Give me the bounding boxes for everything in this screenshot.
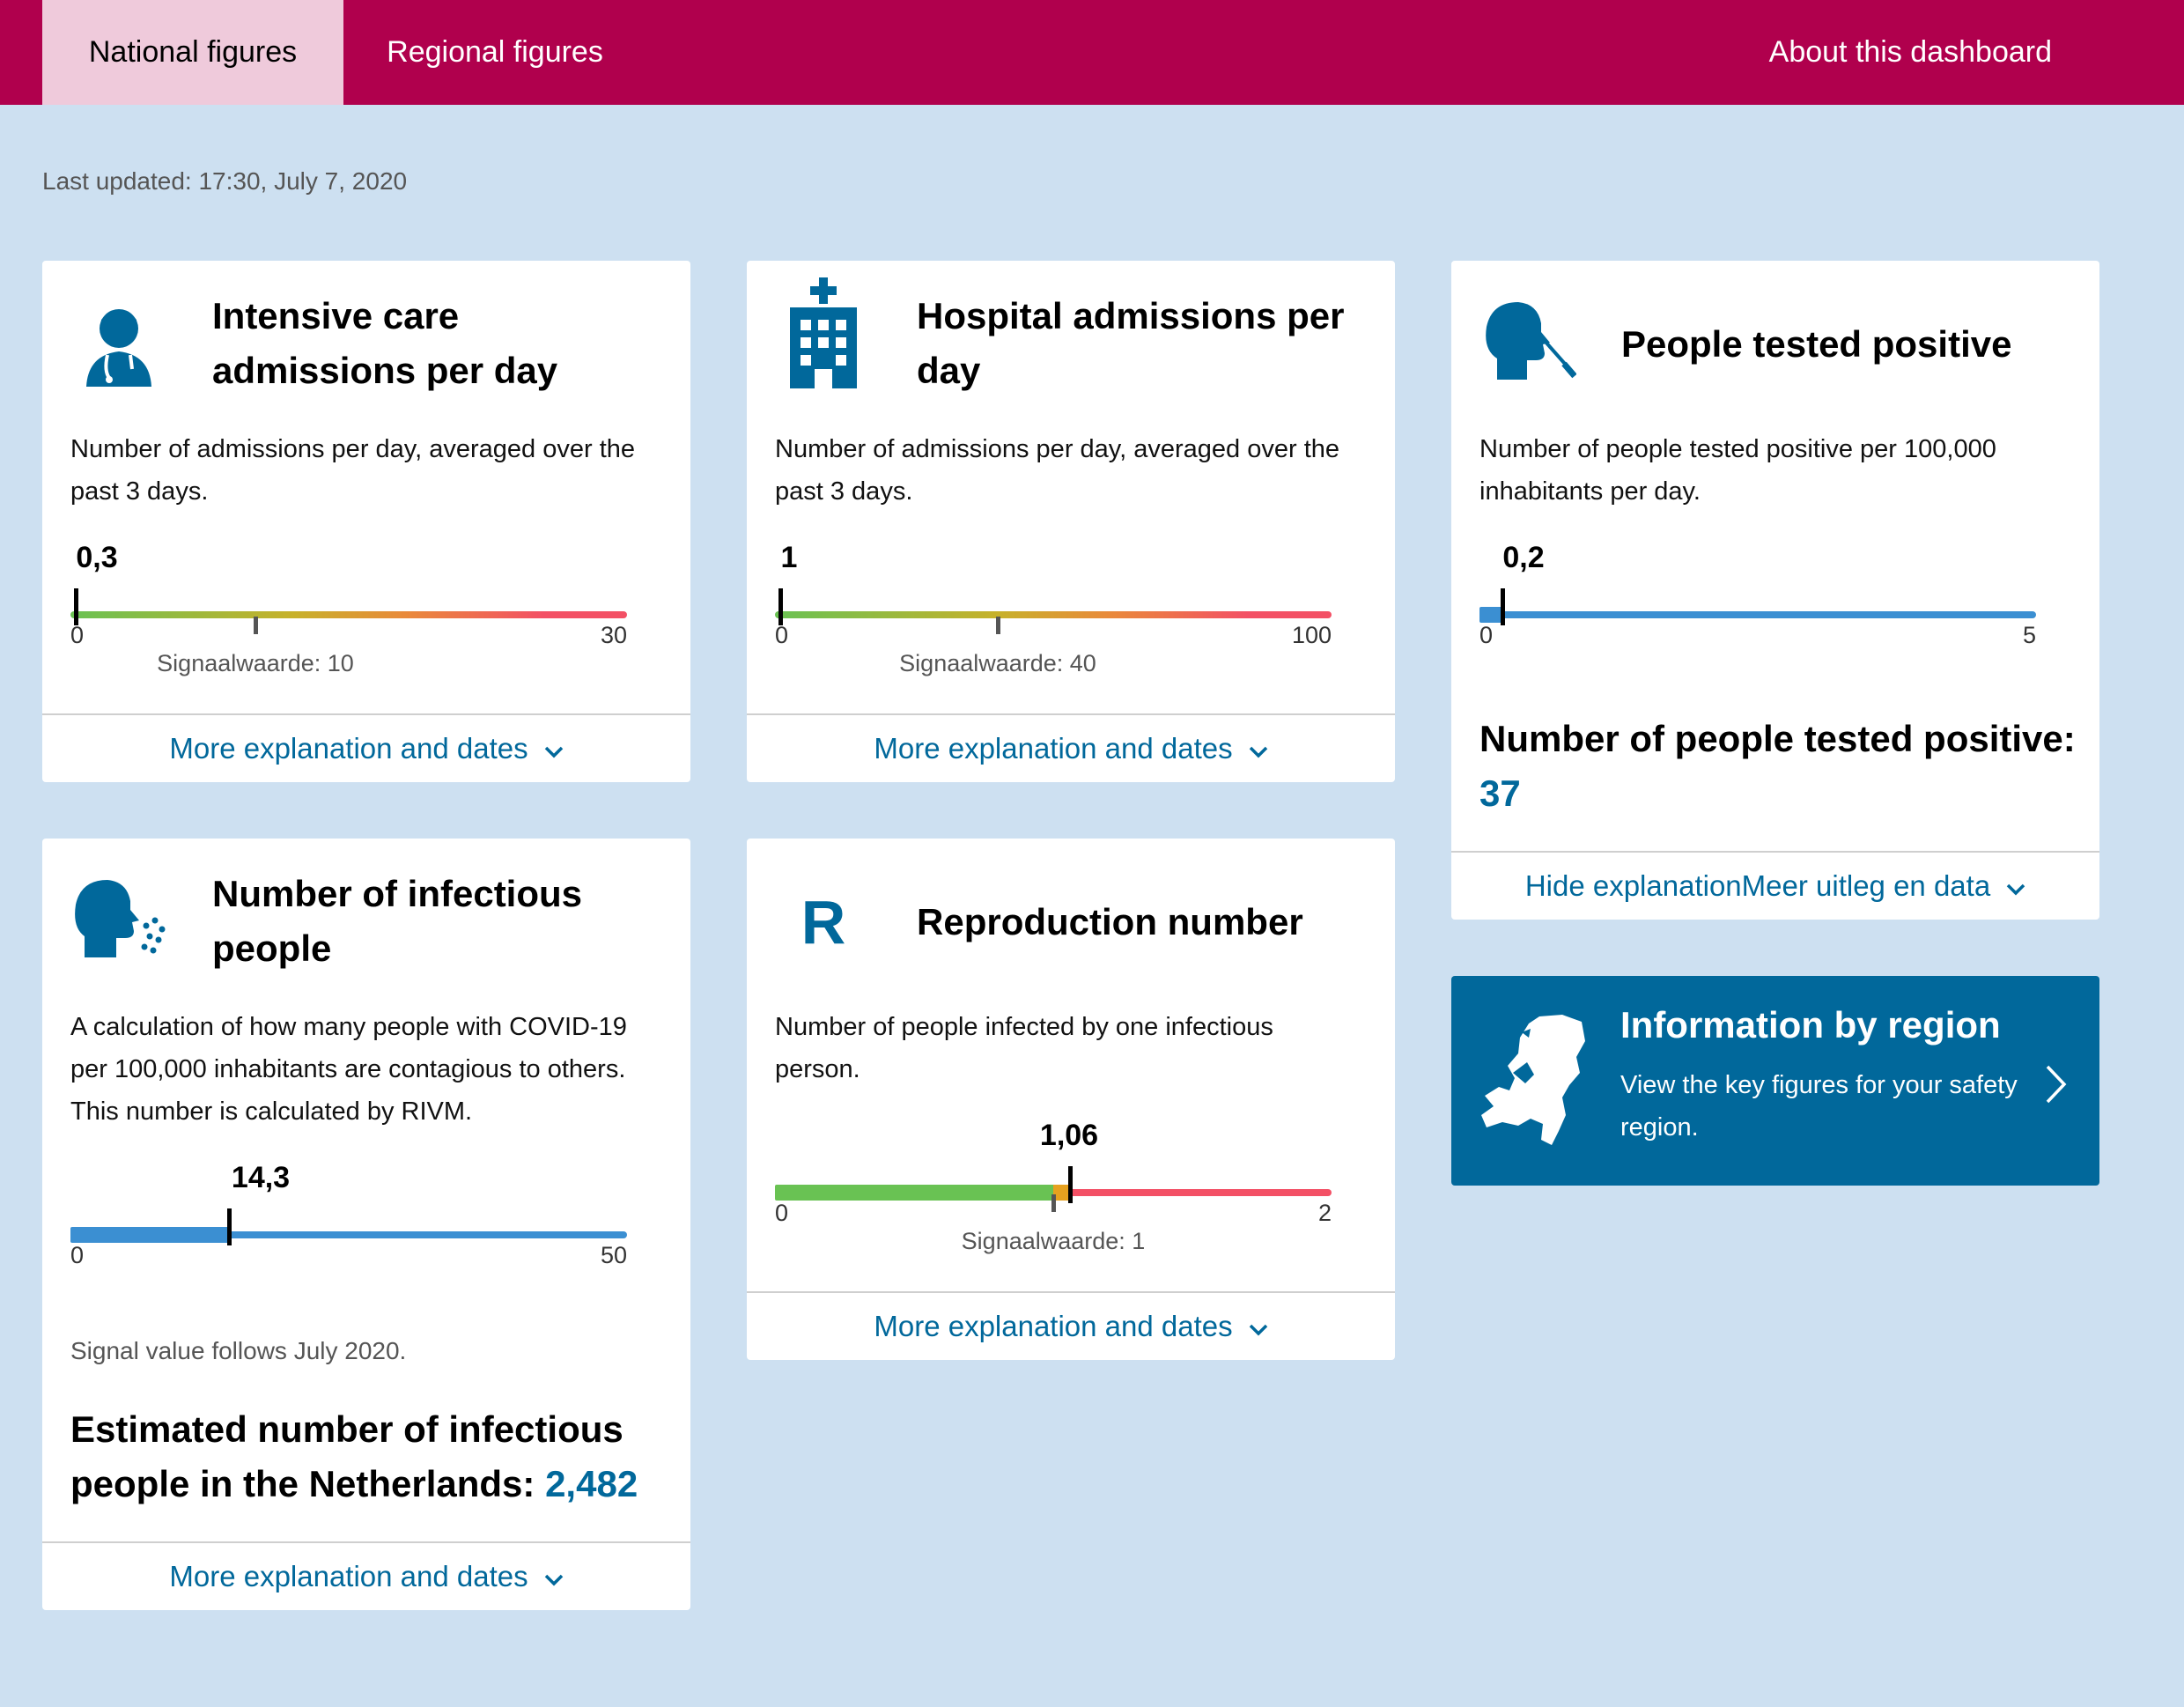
hide-explanation-button[interactable]: Hide explanationMeer uitleg en data (1451, 851, 2099, 920)
card-title: People tested positive (1621, 323, 2012, 365)
more-explanation-button[interactable]: More explanation and dates (42, 1541, 690, 1610)
gauge-max: 2 (1317, 1200, 1332, 1226)
footer-label: More explanation and dates (169, 732, 528, 765)
chevron-down-icon (544, 1560, 564, 1593)
netherlands-map-icon (1478, 1011, 1592, 1156)
last-updated-text: Last updated: 17:30, July 7, 2020 (42, 167, 408, 195)
gauge-reproduction: 1,06 0 2 Signaalwaarde: 1 (775, 1119, 1332, 1254)
card-title: Number of infectious people (212, 873, 583, 969)
gauge-marker (1501, 588, 1505, 625)
signal-tick (996, 617, 1000, 634)
gauge-track (70, 611, 627, 618)
stat-value: 2,482 (545, 1463, 638, 1504)
reproduction-r-icon: R (801, 888, 846, 957)
gauge-marker (227, 1208, 232, 1245)
about-dashboard-link[interactable]: About this dashboard (1768, 35, 2052, 69)
gauge-value: 0,3 (76, 541, 118, 574)
signal-tick (254, 617, 258, 634)
gauge-fill (1479, 607, 1502, 623)
gauge-max: 30 (600, 622, 627, 648)
more-explanation-button[interactable]: More explanation and dates (42, 713, 690, 782)
footer-label: More explanation and dates (874, 732, 1233, 765)
signal-label: Signaalwaarde: 10 (157, 650, 354, 676)
card-description: Number of people infected by one infecti… (775, 1013, 1273, 1083)
gauge-min: 0 (70, 1242, 85, 1268)
footer-label: More explanation and dates (874, 1310, 1233, 1342)
chevron-down-icon (2006, 869, 2025, 903)
card-tested-positive: People tested positive Number of people … (1451, 261, 2099, 920)
information-by-region-link[interactable]: Information by region View the key figur… (1451, 976, 2099, 1186)
gauge-marker (778, 588, 783, 625)
card-intensive-care: Intensive care admissions per day Number… (42, 261, 690, 782)
gauge-value: 0,2 (1502, 541, 1545, 574)
stat-label: Estimated number of infectious people in… (70, 1408, 623, 1504)
gauge-fill (775, 1185, 1053, 1201)
gauge-value: 1,06 (1039, 1119, 1099, 1152)
card-hospital: Hospital admissions per day Number of ad… (747, 261, 1395, 782)
gauge-marker (74, 588, 78, 625)
stat-value: 37 (1479, 772, 1521, 814)
gauge-min: 0 (1479, 622, 1494, 648)
infectious-estimate-stat: Estimated number of infectious people in… (70, 1402, 669, 1511)
gauge-infectious: 14,3 0 50 (70, 1161, 627, 1268)
gauge-min: 0 (775, 1200, 789, 1226)
region-banner-text: View the key figures for your safety reg… (1620, 1071, 2018, 1142)
chevron-right-icon (2045, 1064, 2068, 1109)
tab-regional-figures[interactable]: Regional figures (387, 35, 603, 69)
card-description: Number of people tested positive per 100… (1479, 435, 1996, 506)
footer-label: Hide explanationMeer uitleg en data (1524, 869, 1991, 902)
gauge-max: 100 (1291, 622, 1332, 648)
chevron-down-icon (1249, 732, 1268, 765)
gauge-track (70, 1231, 627, 1238)
chevron-down-icon (1249, 1310, 1268, 1343)
gauge-value: 1 (780, 541, 798, 574)
tested-positive-stat: Number of people tested positive: 37 (1479, 712, 2078, 821)
doctor-icon (70, 296, 167, 393)
more-explanation-button[interactable]: More explanation and dates (747, 713, 1395, 782)
footer-label: More explanation and dates (169, 1560, 528, 1592)
gauge-fill-over (1053, 1185, 1070, 1201)
card-reproduction-number: R Reproduction number Number of people i… (747, 839, 1395, 1360)
gauge-positive: 0,2 0 5 (1479, 541, 2036, 648)
region-banner-title: Information by region (1620, 1004, 2001, 1046)
gauge-min: 0 (70, 622, 85, 648)
hospital-icon (775, 277, 872, 388)
coughing-person-icon (70, 870, 167, 967)
card-infectious-people: Number of infectious people A calculatio… (42, 839, 690, 1610)
card-description: Number of admissions per day, averaged o… (70, 435, 636, 506)
gauge-value: 14,3 (231, 1161, 291, 1194)
gauge-ic: 0,3 0 30 Signaalwaarde: 10 (70, 541, 627, 676)
tab-national-figures[interactable]: National figures (42, 0, 343, 105)
card-description: A calculation of how many people with CO… (70, 1013, 627, 1126)
card-title: Hospital admissions per day (917, 295, 1345, 391)
nasal-swab-icon (1479, 292, 1576, 389)
signal-label: Signaalwaarde: 40 (899, 650, 1096, 676)
gauge-min: 0 (775, 622, 789, 648)
gauge-hospital: 1 0 100 Signaalwaarde: 40 (775, 541, 1332, 676)
gauge-marker (1068, 1166, 1073, 1203)
gauge-max: 5 (2022, 622, 2036, 648)
gauge-track (775, 611, 1332, 618)
gauge-track (1479, 611, 2036, 618)
signal-tick (1051, 1194, 1056, 1212)
signal-note: Signal value follows July 2020. (70, 1337, 407, 1364)
gauge-fill (70, 1227, 230, 1243)
gauge-max: 50 (600, 1242, 627, 1268)
card-title: Intensive care admissions per day (212, 295, 558, 391)
stat-label: Number of people tested positive: (1479, 718, 2076, 759)
card-description: Number of admissions per day, averaged o… (775, 435, 1340, 506)
top-navigation: National figures Regional figures About … (0, 0, 2184, 105)
signal-label: Signaalwaarde: 1 (961, 1228, 1146, 1254)
more-explanation-button[interactable]: More explanation and dates (747, 1291, 1395, 1360)
chevron-down-icon (544, 732, 564, 765)
card-title: Reproduction number (917, 901, 1303, 942)
